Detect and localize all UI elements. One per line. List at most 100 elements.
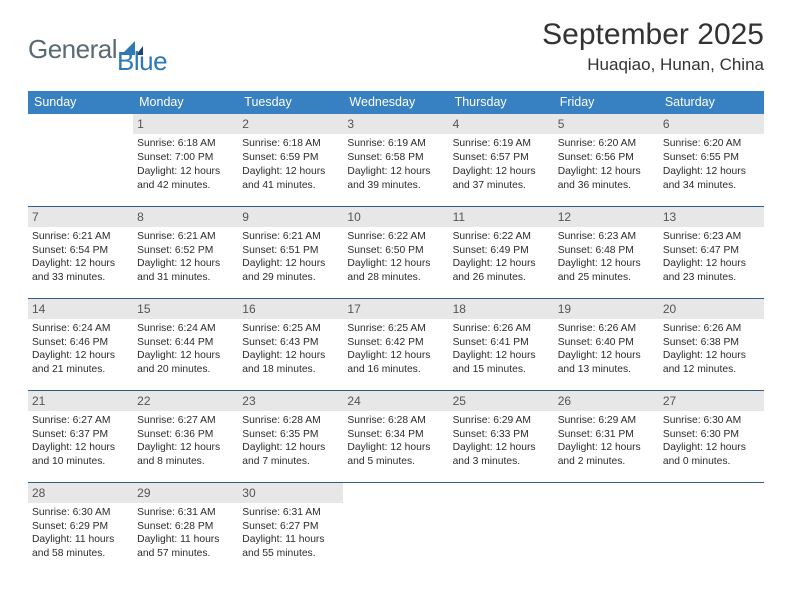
- calendar-cell: 13Sunrise: 6:23 AMSunset: 6:47 PMDayligh…: [659, 206, 764, 298]
- sunrise-text: Sunrise: 6:21 AM: [137, 230, 234, 244]
- sunrise-text: Sunrise: 6:20 AM: [558, 137, 655, 151]
- calendar-cell: 11Sunrise: 6:22 AMSunset: 6:49 PMDayligh…: [449, 206, 554, 298]
- sunset-text: Sunset: 6:42 PM: [347, 336, 444, 350]
- sunrise-text: Sunrise: 6:21 AM: [32, 230, 129, 244]
- calendar-cell: 4Sunrise: 6:19 AMSunset: 6:57 PMDaylight…: [449, 114, 554, 206]
- header: General Blue September 2025 Huaqiao, Hun…: [28, 18, 764, 77]
- day-number: 24: [343, 391, 448, 411]
- day-number: 13: [659, 207, 764, 227]
- day-number: 29: [133, 483, 238, 503]
- sunset-text: Sunset: 6:54 PM: [32, 244, 129, 258]
- day-number: 14: [28, 299, 133, 319]
- daylight-text: Daylight: 11 hours and 55 minutes.: [242, 533, 339, 561]
- sunrise-text: Sunrise: 6:28 AM: [242, 414, 339, 428]
- calendar-cell: 20Sunrise: 6:26 AMSunset: 6:38 PMDayligh…: [659, 298, 764, 390]
- daylight-text: Daylight: 12 hours and 7 minutes.: [242, 441, 339, 469]
- daylight-text: Daylight: 12 hours and 25 minutes.: [558, 257, 655, 285]
- daylight-text: Daylight: 12 hours and 0 minutes.: [663, 441, 760, 469]
- sunset-text: Sunset: 6:44 PM: [137, 336, 234, 350]
- daylight-text: Daylight: 12 hours and 31 minutes.: [137, 257, 234, 285]
- calendar-cell: 26Sunrise: 6:29 AMSunset: 6:31 PMDayligh…: [554, 390, 659, 482]
- sunrise-text: Sunrise: 6:24 AM: [137, 322, 234, 336]
- sunrise-text: Sunrise: 6:29 AM: [453, 414, 550, 428]
- sunrise-text: Sunrise: 6:19 AM: [347, 137, 444, 151]
- calendar-cell: 25Sunrise: 6:29 AMSunset: 6:33 PMDayligh…: [449, 390, 554, 482]
- sunset-text: Sunset: 6:59 PM: [242, 151, 339, 165]
- day-header-row: Sunday Monday Tuesday Wednesday Thursday…: [28, 91, 764, 114]
- sunset-text: Sunset: 6:46 PM: [32, 336, 129, 350]
- day-number: 4: [449, 114, 554, 134]
- daylight-text: Daylight: 12 hours and 37 minutes.: [453, 165, 550, 193]
- daylight-text: Daylight: 12 hours and 23 minutes.: [663, 257, 760, 285]
- sunrise-text: Sunrise: 6:24 AM: [32, 322, 129, 336]
- sunrise-text: Sunrise: 6:31 AM: [242, 506, 339, 520]
- day-number: 21: [28, 391, 133, 411]
- sunrise-text: Sunrise: 6:28 AM: [347, 414, 444, 428]
- day-number: 10: [343, 207, 448, 227]
- calendar-cell: 12Sunrise: 6:23 AMSunset: 6:48 PMDayligh…: [554, 206, 659, 298]
- calendar-cell: 7Sunrise: 6:21 AMSunset: 6:54 PMDaylight…: [28, 206, 133, 298]
- sunrise-text: Sunrise: 6:27 AM: [137, 414, 234, 428]
- sunset-text: Sunset: 6:48 PM: [558, 244, 655, 258]
- day-number: 15: [133, 299, 238, 319]
- daylight-text: Daylight: 12 hours and 36 minutes.: [558, 165, 655, 193]
- calendar-cell: 29 Sunrise: 6:31 AMSunset: 6:28 PMDayligh…: [133, 482, 238, 574]
- dayhead-wed: Wednesday: [343, 91, 448, 114]
- calendar-cell: 1Sunrise: 6:18 AMSunset: 7:00 PMDaylight…: [133, 114, 238, 206]
- calendar-cell: 3Sunrise: 6:19 AMSunset: 6:58 PMDaylight…: [343, 114, 448, 206]
- dayhead-tue: Tuesday: [238, 91, 343, 114]
- sunrise-text: Sunrise: 6:26 AM: [558, 322, 655, 336]
- brand-text-1: General: [28, 34, 117, 65]
- sunset-text: Sunset: 6:29 PM: [32, 520, 129, 534]
- sunset-text: Sunset: 6:57 PM: [453, 151, 550, 165]
- daylight-text: Daylight: 12 hours and 29 minutes.: [242, 257, 339, 285]
- sunrise-text: Sunrise: 6:26 AM: [663, 322, 760, 336]
- day-number: 25: [449, 391, 554, 411]
- sunrise-text: Sunrise: 6:25 AM: [242, 322, 339, 336]
- calendar-cell: 27Sunrise: 6:30 AMSunset: 6:30 PMDayligh…: [659, 390, 764, 482]
- sunset-text: Sunset: 6:49 PM: [453, 244, 550, 258]
- day-number: 16: [238, 299, 343, 319]
- sunrise-text: Sunrise: 6:23 AM: [558, 230, 655, 244]
- daylight-text: Daylight: 11 hours and 57 minutes.: [137, 533, 234, 561]
- sunrise-text: Sunrise: 6:22 AM: [347, 230, 444, 244]
- calendar-cell: 5Sunrise: 6:20 AMSunset: 6:56 PMDaylight…: [554, 114, 659, 206]
- sunset-text: Sunset: 6:40 PM: [558, 336, 655, 350]
- daylight-text: Daylight: 12 hours and 20 minutes.: [137, 349, 234, 377]
- calendar-cell: .: [659, 482, 764, 574]
- sunset-text: Sunset: 6:33 PM: [453, 428, 550, 442]
- sunrise-text: Sunrise: 6:31 AM: [137, 506, 234, 520]
- daylight-text: Daylight: 12 hours and 41 minutes.: [242, 165, 339, 193]
- sunset-text: Sunset: 6:28 PM: [137, 520, 234, 534]
- calendar-cell: 2Sunrise: 6:18 AMSunset: 6:59 PMDaylight…: [238, 114, 343, 206]
- calendar-cell: .: [554, 482, 659, 574]
- calendar-cell: .: [28, 114, 133, 206]
- location-text: Huaqiao, Hunan, China: [542, 55, 764, 75]
- daylight-text: Daylight: 12 hours and 16 minutes.: [347, 349, 444, 377]
- calendar-cell: 9Sunrise: 6:21 AMSunset: 6:51 PMDaylight…: [238, 206, 343, 298]
- daylight-text: Daylight: 12 hours and 42 minutes.: [137, 165, 234, 193]
- daylight-text: Daylight: 12 hours and 2 minutes.: [558, 441, 655, 469]
- calendar-row: 21Sunrise: 6:27 AMSunset: 6:37 PMDayligh…: [28, 390, 764, 482]
- daylight-text: Daylight: 12 hours and 28 minutes.: [347, 257, 444, 285]
- day-number: 1: [133, 114, 238, 134]
- sunset-text: Sunset: 6:56 PM: [558, 151, 655, 165]
- day-number: 20: [659, 299, 764, 319]
- calendar-cell: 10Sunrise: 6:22 AMSunset: 6:50 PMDayligh…: [343, 206, 448, 298]
- calendar-row: 14Sunrise: 6:24 AMSunset: 6:46 PMDayligh…: [28, 298, 764, 390]
- calendar-page: General Blue September 2025 Huaqiao, Hun…: [0, 0, 792, 584]
- calendar-cell: 8Sunrise: 6:21 AMSunset: 6:52 PMDaylight…: [133, 206, 238, 298]
- daylight-text: Daylight: 12 hours and 15 minutes.: [453, 349, 550, 377]
- daylight-text: Daylight: 12 hours and 5 minutes.: [347, 441, 444, 469]
- calendar-cell: 21Sunrise: 6:27 AMSunset: 6:37 PMDayligh…: [28, 390, 133, 482]
- sunrise-text: Sunrise: 6:22 AM: [453, 230, 550, 244]
- daylight-text: Daylight: 12 hours and 26 minutes.: [453, 257, 550, 285]
- dayhead-sat: Saturday: [659, 91, 764, 114]
- calendar-cell: 6Sunrise: 6:20 AMSunset: 6:55 PMDaylight…: [659, 114, 764, 206]
- day-number: 22: [133, 391, 238, 411]
- daylight-text: Daylight: 12 hours and 12 minutes.: [663, 349, 760, 377]
- calendar-cell: 15 Sunrise: 6:24 AMSunset: 6:44 PMDayligh…: [133, 298, 238, 390]
- dayhead-sun: Sunday: [28, 91, 133, 114]
- calendar-cell: 28Sunrise: 6:30 AMSunset: 6:29 PMDayligh…: [28, 482, 133, 574]
- sunset-text: Sunset: 6:41 PM: [453, 336, 550, 350]
